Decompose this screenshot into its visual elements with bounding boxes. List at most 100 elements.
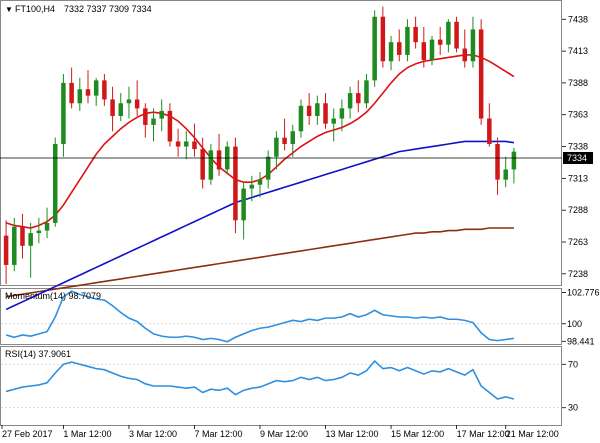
rsi-axis: 70 30 xyxy=(562,359,578,413)
candle-body xyxy=(126,99,132,104)
candle-body xyxy=(331,118,336,124)
candle-body xyxy=(241,188,246,221)
candle-body xyxy=(454,21,459,49)
candle-body xyxy=(192,141,197,150)
candle-body xyxy=(323,103,328,124)
candle-body xyxy=(446,21,451,45)
candle-body xyxy=(118,103,124,116)
rsi-line-group xyxy=(1,359,561,409)
price-tick-label: 7238 xyxy=(568,269,588,279)
candle-body xyxy=(175,141,181,147)
candle-body xyxy=(44,222,50,231)
current-price-badge xyxy=(563,152,593,164)
candle-body xyxy=(274,137,279,157)
momentum-line xyxy=(5,290,515,343)
rsi-tick-label: 30 xyxy=(568,403,578,413)
candle-body xyxy=(28,233,33,246)
time-tick-label: 1 Mar 12:00 xyxy=(63,429,111,439)
candle-body xyxy=(487,118,492,144)
time-axis[interactable]: 27 Feb 2017 1 Mar 12:00 3 Mar 12:00 7 Mar 1… xyxy=(1,425,559,439)
rsi-title: RSI(14) 37.9061 xyxy=(5,349,71,359)
candle-body xyxy=(339,108,345,119)
rsi-tick-label: 70 xyxy=(568,359,578,369)
ohlc-values: 7332 7337 7309 7334 xyxy=(64,4,152,14)
candle-body xyxy=(347,93,353,109)
time-tick-label: 27 Feb 2017 xyxy=(2,429,53,439)
candle-body xyxy=(265,156,271,180)
price-tick-label: 7438 xyxy=(568,14,588,24)
candle-body xyxy=(233,146,238,221)
candle-body xyxy=(12,226,17,265)
candles xyxy=(3,6,517,284)
price-tick-label: 7388 xyxy=(568,78,588,88)
time-tick-label: 3 Mar 12:00 xyxy=(129,429,177,439)
rsi-panel[interactable] xyxy=(0,346,562,426)
candle-body xyxy=(306,105,312,116)
symbol-label: FT100,H4 xyxy=(15,4,55,14)
candle-body xyxy=(437,39,443,45)
candle-body xyxy=(290,131,296,144)
candle-body xyxy=(85,89,91,96)
candle-body xyxy=(380,16,386,62)
candle-body xyxy=(77,89,83,104)
candle-body xyxy=(134,99,140,109)
momentum-tick-label: 102.7765 xyxy=(567,288,600,298)
candle-body xyxy=(503,169,508,180)
candle-body xyxy=(315,103,320,116)
momentum-tick-label: 98.441 xyxy=(567,336,595,346)
time-tick-label: 17 Mar 12:00 xyxy=(457,429,510,439)
price-tick-label: 7363 xyxy=(568,110,588,120)
ma-slow-line xyxy=(5,227,514,298)
candle-body xyxy=(61,82,66,144)
time-tick-label: 13 Mar 12:00 xyxy=(326,429,379,439)
candle-body xyxy=(429,39,435,60)
candle-body xyxy=(396,42,402,55)
candle-body xyxy=(102,80,107,100)
candle-body xyxy=(69,82,74,104)
current-price-badge-text: 7334 xyxy=(567,153,587,163)
candle-body xyxy=(216,150,222,170)
candle-body xyxy=(470,29,476,62)
price-tick-label: 7413 xyxy=(568,46,588,56)
price-tick-label: 7263 xyxy=(568,237,588,247)
price-tick-label: 7338 xyxy=(568,142,588,152)
candle-body xyxy=(298,105,304,132)
candle-body xyxy=(511,151,517,170)
candle-body xyxy=(495,144,500,180)
candle-body xyxy=(478,29,484,119)
candle-body xyxy=(372,16,377,81)
candle-body xyxy=(167,110,173,142)
rsi-line xyxy=(5,359,515,400)
candle-body xyxy=(249,184,255,189)
candle-body xyxy=(93,80,99,96)
chart-arrow-icon: ▼ xyxy=(5,5,13,14)
time-tick-label: 9 Mar 12:00 xyxy=(260,429,308,439)
candle-body xyxy=(151,118,156,125)
candle-body xyxy=(421,42,427,60)
price-panel[interactable] xyxy=(0,0,562,286)
candle-body xyxy=(413,26,418,43)
time-tick-label: 7 Mar 12:00 xyxy=(194,429,242,439)
candle-body xyxy=(200,149,205,180)
candle-body xyxy=(3,235,9,265)
momentum-title: Momentum(14) 98.7079 xyxy=(5,291,101,301)
candle-body xyxy=(257,179,263,185)
time-tick-label: 15 Mar 12:00 xyxy=(391,429,444,439)
candle-body xyxy=(356,93,361,104)
price-tick-label: 7288 xyxy=(568,205,588,215)
candle-body xyxy=(462,48,468,62)
candle-body xyxy=(282,137,287,144)
candle-body xyxy=(52,144,58,223)
candle-body xyxy=(364,80,369,104)
momentum-line-group xyxy=(1,290,561,343)
momentum-axis: 102.7765 100 98.441 xyxy=(562,288,600,346)
candle-body xyxy=(20,226,25,246)
candle-body xyxy=(405,26,410,55)
candle-body xyxy=(388,42,394,62)
candle-body xyxy=(143,108,148,125)
price-axis[interactable]: 7438 7413 7388 7363 7338 7313 7288 7263 7238 xyxy=(562,14,588,279)
price-tick-label: 7313 xyxy=(568,173,588,183)
candle-body xyxy=(208,150,214,180)
time-tick-label: 21 Mar 12:00 xyxy=(506,429,559,439)
